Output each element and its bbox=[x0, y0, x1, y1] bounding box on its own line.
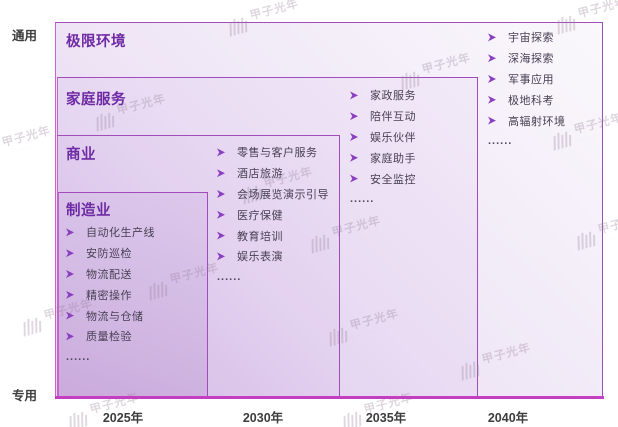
list-item: 军事应用 bbox=[488, 69, 566, 90]
arrow-bullet-icon bbox=[350, 133, 358, 141]
list-item: 酒店旅游 bbox=[217, 163, 329, 184]
category-header-extreme-environment: 极限环境 bbox=[66, 34, 126, 50]
category-header-home-services: 家庭服务 bbox=[66, 92, 126, 108]
list-item: 会场展览演示引导 bbox=[217, 184, 329, 205]
arrow-bullet-icon bbox=[66, 249, 74, 258]
list-more: ...... bbox=[350, 193, 375, 206]
arrow-bullet-icon bbox=[350, 174, 358, 183]
list-item: 娱乐伙伴 bbox=[350, 127, 416, 148]
arrow-bullet-icon bbox=[350, 112, 358, 121]
watermark-bars-icon bbox=[343, 409, 362, 427]
arrow-bullet-icon bbox=[488, 116, 496, 125]
list-item: 教育培训 bbox=[217, 225, 329, 246]
list-item: 质量检验 bbox=[66, 326, 155, 347]
arrow-bullet-icon bbox=[66, 228, 74, 237]
arrow-bullet-icon bbox=[488, 95, 496, 104]
year-label-2035: 2035年 bbox=[365, 411, 407, 425]
list-item: 陪伴互动 bbox=[350, 106, 416, 127]
list-item: 宇宙探索 bbox=[488, 27, 566, 48]
list-item: 精密操作 bbox=[66, 284, 155, 305]
watermark-bars-icon bbox=[69, 409, 88, 427]
arrow-bullet-icon bbox=[66, 290, 74, 299]
year-label-2030: 2030年 bbox=[242, 411, 284, 425]
list-commercial: 零售与客户服务 酒店旅游 会场展览演示引导 医疗保健 教育培训 娱乐表演 ...… bbox=[217, 142, 329, 288]
list-more: ...... bbox=[217, 271, 242, 284]
arrow-bullet-icon bbox=[217, 210, 225, 219]
list-item: 家庭助手 bbox=[350, 147, 416, 168]
watermark-bars-icon bbox=[23, 315, 42, 337]
list-extreme-environment: 宇宙探索 深海探索 军事应用 极地科考 高辐射环境 ...... bbox=[488, 27, 566, 152]
arrow-bullet-icon bbox=[488, 75, 496, 83]
arrow-bullet-icon bbox=[66, 332, 74, 341]
list-home-services: 家政服务 陪伴互动 娱乐伙伴 家庭助手 安全监控 ...... bbox=[350, 85, 416, 210]
arrow-bullet-icon bbox=[488, 54, 496, 63]
watermark: 甲子光年 ········· bbox=[0, 124, 53, 157]
list-item: 物流配送 bbox=[66, 264, 155, 285]
year-label-2040: 2040年 bbox=[487, 411, 529, 425]
category-header-manufacturing: 制造业 bbox=[66, 203, 111, 219]
axis-label-general: 通用 bbox=[12, 29, 38, 43]
axis-label-special: 专用 bbox=[12, 389, 38, 403]
list-more: ...... bbox=[488, 135, 513, 148]
box-manufacturing bbox=[58, 192, 208, 399]
arrow-bullet-icon bbox=[217, 252, 225, 261]
arrow-bullet-icon bbox=[217, 231, 225, 240]
list-item: 娱乐表演 bbox=[217, 246, 329, 267]
arrow-bullet-icon bbox=[350, 91, 358, 100]
arrow-bullet-icon bbox=[66, 270, 74, 278]
list-item: 家政服务 bbox=[350, 85, 416, 106]
arrow-bullet-icon bbox=[217, 169, 225, 178]
list-item: 零售与客户服务 bbox=[217, 142, 329, 163]
list-item: 安全监控 bbox=[350, 168, 416, 189]
category-header-commercial: 商业 bbox=[66, 147, 96, 163]
arrow-bullet-icon bbox=[350, 153, 358, 162]
timeline-baseline bbox=[55, 396, 604, 399]
year-label-2025: 2025年 bbox=[102, 411, 144, 425]
list-item: 安防巡检 bbox=[66, 243, 155, 264]
list-item: 高辐射环境 bbox=[488, 110, 566, 131]
list-item: 深海探索 bbox=[488, 48, 566, 69]
list-item: 极地科考 bbox=[488, 89, 566, 110]
list-more: ...... bbox=[66, 351, 91, 364]
list-item: 医疗保健 bbox=[217, 204, 329, 225]
list-item: 物流与仓储 bbox=[66, 305, 155, 326]
list-manufacturing: 自动化生产线 安防巡检 物流配送 精密操作 物流与仓储 质量检验 ...... bbox=[66, 222, 155, 368]
list-item: 自动化生产线 bbox=[66, 222, 155, 243]
arrow-bullet-icon bbox=[488, 33, 496, 42]
arrow-bullet-icon bbox=[217, 148, 225, 157]
arrow-bullet-icon bbox=[217, 190, 225, 198]
arrow-bullet-icon bbox=[66, 311, 74, 320]
